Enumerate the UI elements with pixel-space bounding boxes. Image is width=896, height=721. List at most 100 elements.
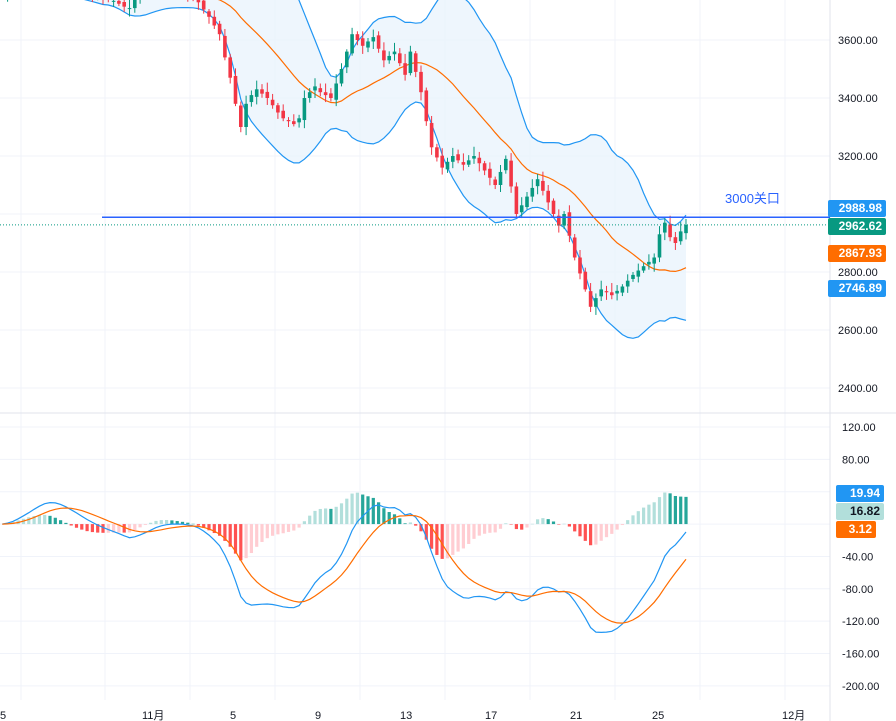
candle-body [424, 90, 429, 122]
candle-body [233, 75, 238, 104]
macd-histogram-bar [149, 522, 153, 525]
macd-histogram-bar [440, 524, 444, 559]
time-tick: 5 [230, 710, 236, 721]
macd-histogram-bar [138, 524, 142, 528]
macd-histogram-bar [615, 524, 619, 530]
time-tick: 9 [315, 710, 321, 721]
candle-body [244, 103, 248, 127]
macd-histogram-bar [636, 511, 640, 525]
candle-body [631, 274, 635, 279]
macd-histogram-bar [127, 524, 132, 533]
macd-histogram-bar [408, 522, 412, 525]
macd-histogram-bar [562, 523, 566, 525]
candle-body [281, 110, 285, 119]
candle-body [127, 8, 132, 10]
macd-tick: 80.00 [842, 454, 870, 466]
candle-body [509, 160, 513, 187]
macd-histogram-bar [493, 524, 497, 533]
candle-body [339, 69, 344, 84]
macd-histogram-bar [620, 524, 624, 526]
macd-histogram-bar [154, 520, 158, 525]
macd-histogram-bar [80, 524, 84, 530]
candle-body [117, 0, 121, 4]
candle-body [429, 122, 434, 148]
macd-histogram-bar [392, 514, 397, 525]
price-label: 2988.98 [828, 200, 886, 217]
macd-histogram-bar [159, 520, 163, 525]
price-tick: 3200.00 [838, 151, 878, 163]
candle-body [461, 162, 466, 165]
candle-body [599, 289, 603, 297]
macd-histogram-bar [541, 518, 545, 525]
macd-histogram-bar [276, 524, 280, 535]
candle-body [514, 186, 519, 214]
candle-body [604, 291, 609, 293]
macd-histogram-bar [573, 524, 577, 532]
macd-histogram-bar [74, 524, 79, 528]
candle-body [504, 158, 508, 171]
macd-histogram-bar [504, 523, 508, 525]
macd-histogram-bar [557, 524, 561, 525]
time-tick: 17 [485, 710, 497, 721]
candle-body [217, 23, 222, 35]
macd-histogram-bar [112, 524, 116, 533]
time-tick: 21 [570, 710, 582, 721]
macd-histogram-bar [334, 506, 338, 525]
macd-histogram-bar [642, 507, 646, 525]
candle-body [610, 292, 614, 296]
candle-body [413, 53, 418, 72]
macd-histogram-bar [382, 508, 386, 525]
macd-tick: 120.00 [842, 422, 876, 434]
candle-body [223, 35, 227, 58]
candle-body [482, 163, 487, 171]
macd-histogram-bar [101, 524, 105, 533]
macd-histogram-bar [498, 524, 503, 529]
macd-histogram-bar [244, 524, 248, 559]
macd-histogram-bar [610, 524, 614, 534]
macd-histogram-bar [249, 524, 253, 554]
candle-body [323, 92, 328, 96]
candle-body [302, 98, 307, 121]
macd-histogram-bar [265, 524, 269, 539]
candle-body [329, 93, 333, 98]
candle-body [615, 290, 619, 294]
candle-body [684, 224, 688, 234]
macd-histogram-bar [668, 493, 672, 525]
candle-body [530, 187, 535, 197]
macd-histogram-bar [546, 519, 550, 525]
horizontal-line-label: 3000关口 [725, 191, 780, 206]
macd-histogram-bar [419, 524, 423, 532]
candle-body [207, 11, 211, 17]
candle-body [647, 261, 651, 265]
macd-histogram-bar [286, 524, 291, 532]
candle-body [488, 168, 492, 178]
price-tick: 2600.00 [838, 325, 878, 337]
candle-body [456, 154, 460, 161]
macd-histogram-bar [202, 524, 206, 528]
macd-histogram-bar [175, 521, 179, 525]
macd-histogram-bar [69, 524, 73, 526]
macd-histogram-bar [456, 524, 460, 552]
macd-histogram-bar [228, 524, 232, 547]
macd-histogram-bar [424, 524, 428, 540]
macd-histogram-bar [509, 524, 513, 525]
time-tick: 5 [0, 710, 6, 721]
macd-histogram-bar [472, 524, 476, 539]
macd-histogram-bar [271, 524, 275, 536]
macd-tick: -40.00 [842, 551, 873, 563]
macd-tick: -80.00 [842, 584, 873, 596]
macd-histogram-bar [239, 524, 243, 561]
macd-histogram-bar [345, 498, 349, 525]
macd-histogram-bar [90, 524, 94, 533]
macd-histogram-bar [32, 515, 36, 525]
candle-body [254, 89, 259, 97]
time-tick: 11月 [142, 710, 164, 721]
macd-histogram-bar [483, 524, 487, 534]
candle-body [663, 222, 667, 233]
bollinger-upper [298, 0, 687, 227]
candle-body [286, 120, 291, 122]
macd-histogram-bar [520, 524, 524, 530]
candle-body [419, 71, 423, 93]
candle-body [387, 55, 391, 61]
